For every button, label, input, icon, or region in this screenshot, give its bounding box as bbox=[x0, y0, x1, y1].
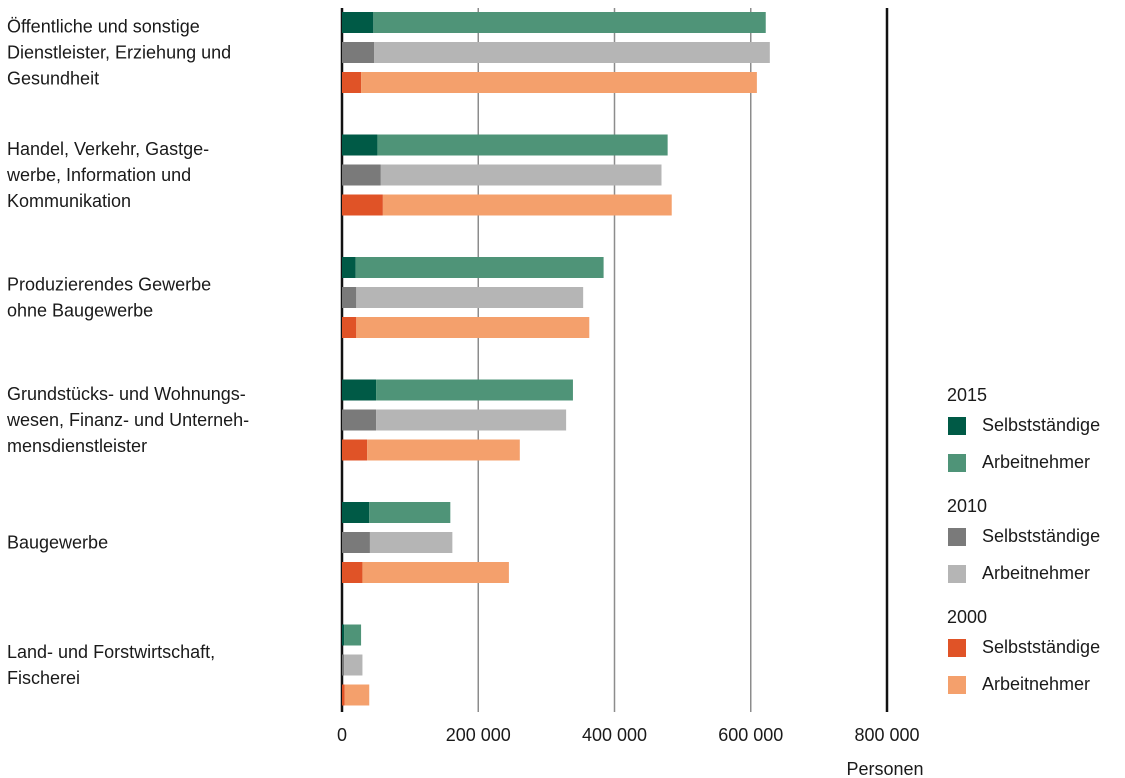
x-axis-unit-label: Personen bbox=[846, 759, 923, 778]
x-tick-label: 800 000 bbox=[854, 725, 919, 745]
category-labels: Öffentliche und sonstige Dienstleister, E… bbox=[6, 17, 249, 689]
category-label-2: Produzierendes Gewerbe ohne Baugewerbe bbox=[7, 275, 211, 321]
category-label-0: Öffentliche und sonstige Dienstleister, E… bbox=[7, 17, 231, 89]
bar-2010-arbeitnehmer-3 bbox=[376, 409, 567, 431]
bar-2010-arbeitnehmer-0 bbox=[374, 42, 770, 63]
bar-2015-arbeitnehmer-5 bbox=[344, 624, 362, 646]
category-label-1: Handel, Verkehr, Gastge-werbe, Informati… bbox=[6, 139, 209, 211]
x-tick-label: 400 000 bbox=[582, 725, 647, 745]
category-label-line: Land- und Forstwirtschaft, bbox=[7, 642, 215, 662]
category-label-line: Öffentliche und sonstige bbox=[7, 17, 200, 37]
legend-label-2015-1: Arbeitnehmer bbox=[982, 452, 1090, 472]
x-tick-label: 600 000 bbox=[718, 725, 783, 745]
category-label-line: Baugewerbe bbox=[7, 533, 108, 553]
bar-2015-arbeitnehmer-4 bbox=[369, 502, 451, 523]
category-label-line: mensdienstleister bbox=[7, 436, 147, 456]
category-label-4: Baugewerbe bbox=[7, 533, 108, 553]
legend-label-2010-1: Arbeitnehmer bbox=[982, 563, 1090, 583]
legend-swatch-2015-1 bbox=[948, 454, 966, 472]
bar-2015-selbststaendige-3 bbox=[342, 379, 377, 401]
category-label-3: Grundstücks- und Wohnungs-wesen, Finanz-… bbox=[6, 384, 249, 456]
bar-2000-arbeitnehmer-3 bbox=[367, 439, 520, 461]
bar-2010-arbeitnehmer-2 bbox=[356, 287, 584, 308]
bar-2010-selbststaendige-5 bbox=[342, 654, 345, 676]
bar-2000-arbeitnehmer-4 bbox=[362, 562, 509, 583]
category-label-line: ohne Baugewerbe bbox=[7, 301, 153, 321]
category-label-line: Produzierendes Gewerbe bbox=[7, 275, 211, 295]
category-label-line: wesen, Finanz- und Unterneh- bbox=[6, 410, 249, 430]
category-label-line: Handel, Verkehr, Gastge- bbox=[7, 139, 209, 159]
legend-label-2000-0: Selbstständige bbox=[982, 637, 1100, 657]
bar-2010-selbststaendige-2 bbox=[342, 287, 357, 308]
bar-2000-selbststaendige-1 bbox=[342, 194, 383, 216]
bar-2015-selbststaendige-4 bbox=[342, 502, 370, 523]
bar-2010-arbeitnehmer-4 bbox=[369, 532, 453, 553]
bar-2000-selbststaendige-2 bbox=[342, 317, 357, 338]
bar-2015-selbststaendige-1 bbox=[342, 134, 378, 156]
category-label-line: Gesundheit bbox=[7, 69, 99, 89]
bar-2000-selbststaendige-0 bbox=[342, 72, 362, 93]
bar-2000-selbststaendige-3 bbox=[342, 439, 368, 461]
legend: 2015 Selbstständige Arbeitnehmer 2010 Selbst… bbox=[947, 385, 1100, 694]
legend-label-2015-0: Selbstständige bbox=[982, 415, 1100, 435]
bar-2015-selbststaendige-5 bbox=[342, 624, 345, 646]
bar-2010-arbeitnehmer-5 bbox=[344, 654, 363, 676]
legend-label-2000-1: Arbeitnehmer bbox=[982, 674, 1090, 694]
legend-swatch-2010-1 bbox=[948, 565, 966, 583]
bar-2010-selbststaendige-1 bbox=[342, 164, 381, 186]
bar-2010-arbeitnehmer-1 bbox=[380, 164, 662, 186]
category-label-line: werbe, Information und bbox=[6, 165, 191, 185]
bar-2010-selbststaendige-3 bbox=[342, 409, 377, 431]
legend-swatch-2000-0 bbox=[948, 639, 966, 657]
legend-swatch-2000-1 bbox=[948, 676, 966, 694]
bar-2015-arbeitnehmer-3 bbox=[376, 379, 573, 401]
bar-2000-selbststaendige-4 bbox=[342, 562, 363, 583]
bar-2015-selbststaendige-0 bbox=[342, 12, 374, 33]
x-tick-label: 0 bbox=[337, 725, 347, 745]
category-label-line: Grundstücks- und Wohnungs- bbox=[7, 384, 246, 404]
legend-title-2000: 2000 bbox=[947, 607, 987, 627]
bar-2015-selbststaendige-2 bbox=[342, 257, 356, 278]
legend-swatch-2015-0 bbox=[948, 417, 966, 435]
bar-2010-selbststaendige-4 bbox=[342, 532, 370, 553]
legend-label-2010-0: Selbstständige bbox=[982, 526, 1100, 546]
bar-2015-arbeitnehmer-0 bbox=[373, 12, 766, 33]
category-label-line: Kommunikation bbox=[7, 191, 131, 211]
category-label-line: Dienstleister, Erziehung und bbox=[7, 43, 231, 63]
bar-2000-arbeitnehmer-5 bbox=[344, 684, 370, 706]
category-label-5: Land- und Forstwirtschaft, Fischerei bbox=[7, 642, 215, 688]
bar-2010-selbststaendige-0 bbox=[342, 42, 375, 63]
bars bbox=[342, 12, 770, 706]
bar-2015-arbeitnehmer-1 bbox=[377, 134, 668, 156]
category-label-line: Fischerei bbox=[7, 668, 80, 688]
gridlines bbox=[340, 8, 889, 712]
legend-title-2010: 2010 bbox=[947, 496, 987, 516]
bar-2000-arbeitnehmer-2 bbox=[356, 317, 590, 338]
bar-2000-selbststaendige-5 bbox=[342, 684, 345, 706]
x-tick-labels: 0 200 000 400 000 600 000 800 000 bbox=[337, 725, 920, 745]
x-tick-label: 200 000 bbox=[446, 725, 511, 745]
bar-2000-arbeitnehmer-0 bbox=[361, 72, 757, 93]
bar-2000-arbeitnehmer-1 bbox=[382, 194, 672, 216]
legend-title-2015: 2015 bbox=[947, 385, 987, 405]
bar-2015-arbeitnehmer-2 bbox=[355, 257, 604, 278]
legend-swatch-2010-0 bbox=[948, 528, 966, 546]
